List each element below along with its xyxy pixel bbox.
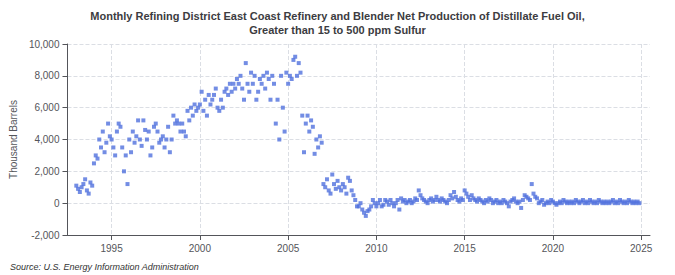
svg-text:Greater than 15 to 500 ppm Sul: Greater than 15 to 500 ppm Sulfur [249,24,426,36]
svg-text:2015: 2015 [454,243,477,254]
svg-text:0: 0 [54,198,60,209]
svg-text:2025: 2025 [630,243,653,254]
svg-text:2,000: 2,000 [34,166,59,177]
svg-text:2010: 2010 [365,243,388,254]
svg-text:Monthly Refining District East: Monthly Refining District East Coast Ref… [90,10,584,22]
svg-text:10,000: 10,000 [29,39,60,50]
svg-text:4,000: 4,000 [34,134,59,145]
svg-text:2005: 2005 [277,243,300,254]
svg-text:2000: 2000 [189,243,212,254]
svg-text:8,000: 8,000 [34,70,59,81]
svg-text:2020: 2020 [542,243,565,254]
svg-text:6,000: 6,000 [34,102,59,113]
svg-text:Thousand Barrels: Thousand Barrels [8,100,19,179]
svg-text:-2,000: -2,000 [31,230,60,241]
svg-text:1995: 1995 [100,243,123,254]
svg-text:Source: U.S. Energy Informatio: Source: U.S. Energy Information Administ… [10,262,199,272]
